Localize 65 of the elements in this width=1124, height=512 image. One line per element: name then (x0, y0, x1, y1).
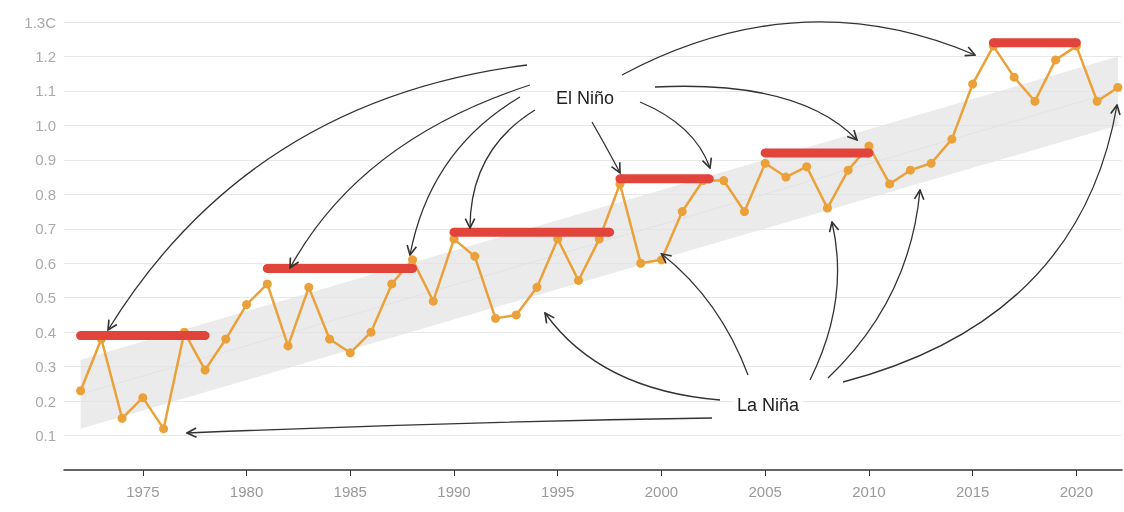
point (304, 282, 314, 292)
y-tick-label: 0.1 (35, 427, 56, 445)
point (76, 386, 86, 396)
point (200, 365, 210, 375)
annotation: La Niña (736, 395, 801, 415)
y-tick-label: 0.2 (35, 392, 56, 410)
annotation: El Niño (555, 88, 615, 108)
point (345, 348, 355, 358)
y-tick-label: 0.8 (35, 185, 56, 203)
point (491, 313, 500, 323)
x-tick-label: 2005 (748, 483, 782, 500)
point (760, 158, 770, 168)
point (885, 179, 895, 189)
point (366, 327, 376, 337)
x-tick-label: 2020 (1059, 483, 1094, 500)
point (677, 207, 687, 217)
x-tick-label: 1990 (437, 483, 471, 500)
y-tick-label: 1.2 (35, 47, 56, 65)
point (117, 413, 127, 423)
y-tick-label: 0.4 (35, 323, 56, 341)
point (573, 275, 583, 285)
point (408, 255, 418, 265)
x-tick-label: 2015 (955, 483, 990, 500)
point (283, 341, 293, 351)
point (1009, 72, 1019, 82)
point (1030, 96, 1040, 106)
point (325, 334, 335, 344)
point (822, 203, 832, 213)
y-tick-label: 1.3C (24, 13, 57, 31)
x-tick-label: 2010 (852, 483, 886, 500)
y-tick-label: 1.0 (35, 116, 56, 134)
point (1092, 96, 1102, 106)
y-tick-label: 1.1 (35, 82, 56, 100)
y-tick-label: 0.3 (35, 358, 56, 376)
point (947, 134, 957, 144)
y-tick-label: 0.7 (35, 220, 56, 238)
point (926, 158, 936, 168)
y-tick-label: 0.6 (35, 254, 56, 272)
x-tick-label: 1975 (126, 483, 160, 500)
point (138, 393, 148, 403)
point (739, 207, 749, 217)
point (262, 279, 272, 289)
point (532, 282, 542, 292)
point (1113, 82, 1123, 92)
point (242, 300, 252, 310)
y-tick-label: 0.9 (35, 151, 56, 169)
point (387, 279, 397, 289)
point (802, 162, 812, 172)
point (636, 258, 646, 268)
point (843, 165, 853, 175)
point (511, 310, 521, 320)
x-tick-label: 1995 (541, 483, 575, 500)
x-tick-label: 2000 (644, 483, 679, 500)
point (781, 172, 791, 182)
point (1051, 55, 1061, 65)
point (159, 424, 169, 434)
point (470, 251, 480, 261)
point (719, 176, 729, 186)
y-tick-label: 0.5 (35, 289, 56, 307)
x-tick-label: 1980 (229, 483, 264, 500)
x-tick-label: 1985 (333, 483, 367, 500)
point (428, 296, 438, 306)
point (905, 165, 915, 175)
point (968, 79, 978, 89)
point (221, 334, 231, 344)
